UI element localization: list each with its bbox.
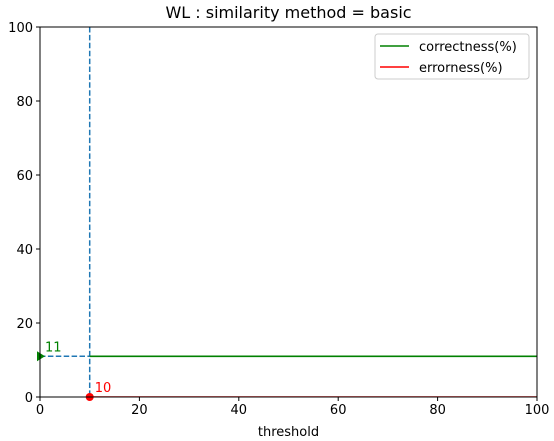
plot-frame xyxy=(39,26,538,398)
y-tick-label: 60 xyxy=(16,169,33,184)
legend: correctness(%) errorness(%) xyxy=(374,33,530,80)
legend-label: errorness(%) xyxy=(419,61,503,76)
x-axis: 0 20 40 60 80 100 xyxy=(36,397,550,418)
annotation-label-11: 11 xyxy=(45,340,62,355)
plot-area xyxy=(40,27,537,397)
x-tick-label: 60 xyxy=(330,403,347,418)
y-tick-label: 40 xyxy=(16,243,33,258)
chart-title: WL : similarity method = basic xyxy=(165,3,411,22)
y-axis: 0 20 40 60 80 100 xyxy=(8,21,40,406)
x-tick-label: 20 xyxy=(131,403,148,418)
legend-box xyxy=(374,33,530,80)
y-tick-label: 80 xyxy=(16,95,33,110)
x-tick-label: 40 xyxy=(231,403,248,418)
y-tick-label: 100 xyxy=(8,21,33,36)
x-axis-label: threshold xyxy=(258,425,319,440)
annotation-marker-11 xyxy=(37,351,45,362)
annotation-label-10: 10 xyxy=(95,381,112,396)
x-tick-label: 100 xyxy=(525,403,550,418)
x-tick-label: 80 xyxy=(429,403,446,418)
y-tick-label: 20 xyxy=(16,317,33,332)
x-tick-label: 0 xyxy=(36,403,44,418)
y-tick-label: 0 xyxy=(25,391,33,406)
legend-label: correctness(%) xyxy=(419,40,517,55)
